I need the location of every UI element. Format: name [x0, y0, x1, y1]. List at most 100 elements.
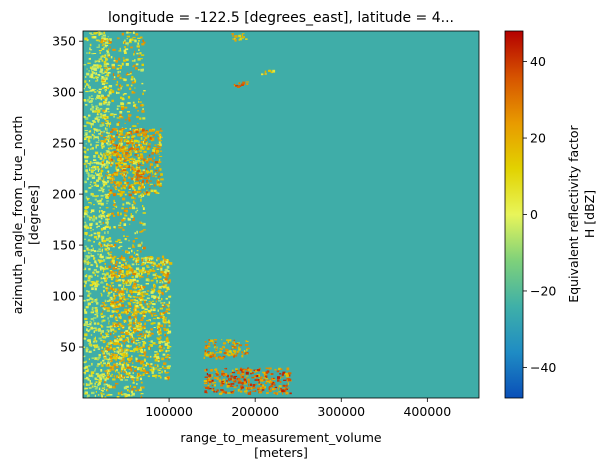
heatmap-cell-region-0	[105, 267, 109, 270]
heatmap-cell-region-3	[128, 366, 132, 369]
heatmap-cell-region-2	[132, 145, 134, 149]
heatmap-cell-region-3	[158, 275, 162, 279]
heatmap-cell-region-0	[107, 50, 109, 53]
heatmap-cell-region-3	[128, 327, 130, 330]
heatmap-cell-region-3	[166, 261, 170, 263]
heatmap-cell-region-2	[111, 152, 114, 155]
heatmap-cell-region-4	[237, 389, 240, 392]
heatmap-cell-region-1	[136, 376, 139, 379]
heatmap-cell-region-3	[111, 375, 113, 377]
heatmap-cell-region-0	[100, 186, 102, 189]
heatmap-cell-region-3	[149, 261, 152, 263]
heatmap-cell-region-0	[98, 50, 103, 52]
heatmap-cell-region-0	[94, 369, 96, 372]
heatmap-cell-region-4	[242, 386, 244, 389]
heatmap-cell-region-1	[100, 179, 102, 181]
heatmap-cell-region-1	[100, 169, 104, 173]
heatmap-cell-region-0	[90, 122, 94, 126]
heatmap-cell-region-0	[94, 336, 96, 340]
heatmap-cell-region-1	[104, 370, 108, 372]
heatmap-cell-region-3	[147, 275, 149, 277]
heatmap-cell-region-0	[107, 360, 110, 362]
heatmap-cell-region-3	[163, 317, 167, 319]
heatmap-cell-region-3	[119, 290, 123, 293]
y-tick-label: 300	[52, 85, 76, 100]
heatmap-cell-region-3	[136, 272, 140, 275]
heatmap-cell-region-1	[122, 93, 125, 96]
heatmap-cell-region-0	[103, 388, 106, 390]
heatmap-cell-region-0	[104, 97, 108, 100]
heatmap-cell-region-0	[87, 211, 89, 214]
heatmap-cell-region-0	[96, 314, 99, 318]
heatmap-cell-region-1	[128, 360, 131, 363]
heatmap-cell-region-0	[98, 337, 102, 340]
heatmap-cell-region-1	[108, 48, 110, 51]
heatmap-cell-region-1	[114, 243, 117, 247]
heatmap-cell-region-3	[160, 262, 163, 264]
heatmap-cell-region-0	[108, 237, 112, 240]
heatmap-cell-region-1	[106, 288, 108, 292]
heatmap-cell-region-1	[131, 137, 134, 140]
heatmap-cell-region-2	[140, 185, 144, 189]
heatmap-cell-region-3	[115, 267, 117, 268]
heatmap-cell-region-3	[138, 337, 142, 339]
heatmap-cell-region-1	[107, 216, 109, 220]
heatmap-cell-region-1	[130, 385, 132, 388]
heatmap-cell-region-1	[108, 56, 110, 58]
heatmap-cell-region-3	[160, 349, 164, 352]
heatmap-cell-region-2	[109, 177, 112, 180]
heatmap-cell-region-0	[104, 299, 106, 302]
heatmap-cell-region-0	[105, 265, 107, 269]
heatmap-cell-region-0	[85, 281, 87, 285]
heatmap-cell-region-3	[117, 325, 120, 327]
heatmap-cell-region-3	[144, 304, 147, 306]
heatmap-cell-region-1	[120, 96, 123, 99]
heatmap-cell-region-1	[102, 389, 104, 392]
heatmap-cell-region-3	[147, 331, 151, 334]
heatmap-cell-region-5	[207, 351, 210, 353]
heatmap-cell-region-1	[103, 381, 106, 383]
heatmap-cell-region-0	[98, 381, 101, 383]
heatmap-cell-region-0	[89, 284, 93, 287]
heatmap-cell-region-1	[103, 308, 106, 311]
heatmap-cell-region-0	[92, 282, 96, 285]
heatmap-cell-region-0	[93, 68, 97, 71]
heatmap-cell-region-3	[137, 264, 140, 266]
heatmap-cell-region-2	[136, 159, 141, 163]
heatmap-cell-region-0	[106, 351, 108, 354]
heatmap-cell-region-4	[232, 378, 234, 382]
heatmap-cell-region-4	[248, 383, 250, 387]
heatmap-cell-region-0	[94, 91, 97, 93]
heatmap-cell-region-3	[128, 326, 132, 328]
heatmap-cell-region-2	[125, 142, 130, 144]
heatmap-cell-region-3	[153, 367, 155, 371]
heatmap-cell-region-1	[102, 222, 105, 224]
heatmap-cell-region-0	[95, 76, 98, 79]
heatmap-cell-region-3	[110, 326, 112, 330]
heatmap-cell-region-0	[103, 76, 106, 80]
heatmap-cell-region-1	[140, 177, 143, 180]
heatmap-cell-region-6	[245, 81, 249, 83]
heatmap-cell-region-2	[113, 181, 116, 184]
heatmap-cell-region-1	[141, 386, 145, 389]
heatmap-cell-region-2	[118, 147, 120, 150]
heatmap-cell-region-3	[135, 342, 138, 345]
x-tick-label: 400000	[403, 404, 451, 419]
heatmap-cell-region-3	[130, 308, 132, 310]
heatmap-cell-region-4	[277, 376, 281, 379]
heatmap-cell-region-5	[221, 348, 223, 350]
heatmap-cell-region-4	[281, 389, 285, 393]
heatmap-cell-region-3	[152, 308, 156, 312]
heatmap-cell-region-0	[96, 200, 100, 203]
heatmap-cell-region-0	[99, 174, 103, 178]
heatmap-cell-region-0	[106, 219, 109, 222]
heatmap-cell-region-3	[110, 285, 112, 289]
heatmap-cell-region-0	[106, 215, 110, 218]
heatmap-cell-region-5	[214, 344, 216, 348]
heatmap-cell-region-3	[134, 366, 136, 368]
heatmap-cell-region-4	[261, 388, 265, 391]
heatmap-cell-region-0	[92, 120, 95, 122]
heatmap-cell-region-4	[237, 381, 241, 384]
heatmap-cell-region-4	[212, 381, 214, 384]
heatmap-cell-region-2	[128, 134, 130, 136]
